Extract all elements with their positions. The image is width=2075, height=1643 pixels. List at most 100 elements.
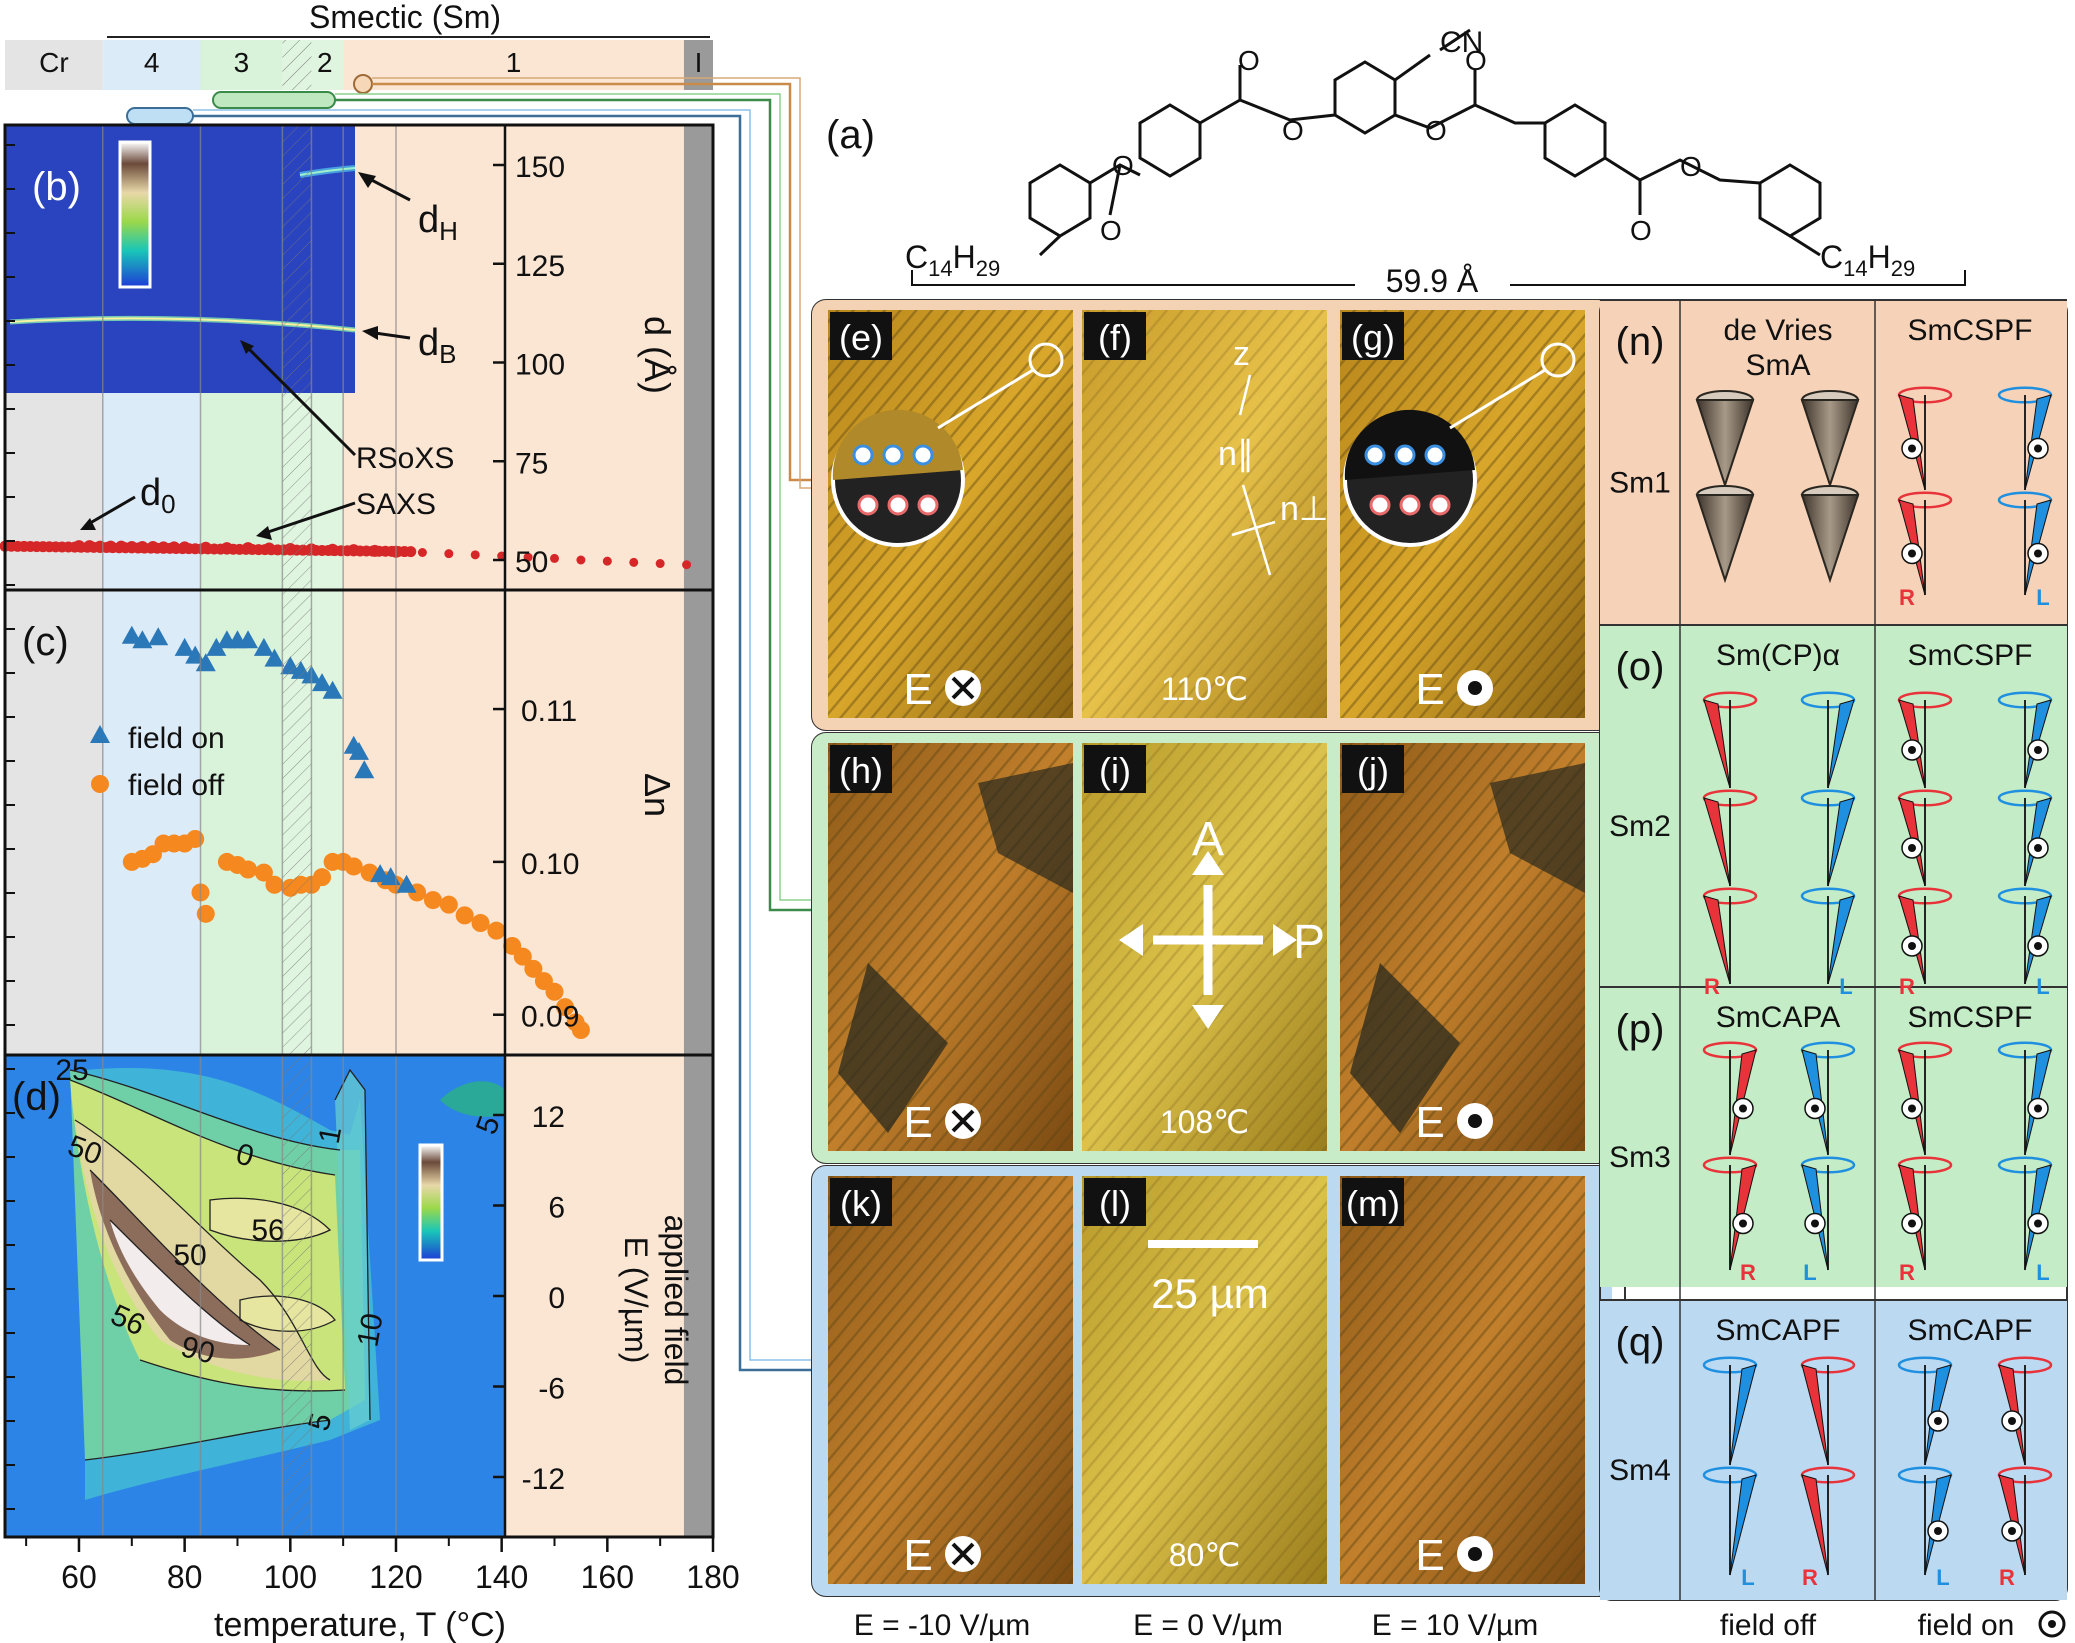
sm4s-blue-dipole-dot bbox=[1934, 1417, 1942, 1425]
micrograph-panels: (e) E (f) 110℃ (g) E (h) E (i) 108℃ (j) E (k) E (l) 80℃… bbox=[811, 299, 1626, 1597]
sm3s-red-dipole-dot bbox=[1908, 1219, 1916, 1228]
x-tick-label: 80 bbox=[167, 1559, 203, 1595]
model-left-title: SmA bbox=[1745, 349, 1810, 382]
molecule-length: 59.9 Å bbox=[1386, 263, 1479, 299]
field-symbol: E bbox=[903, 1531, 932, 1580]
model-row-bg bbox=[1600, 987, 2067, 1287]
bg-iso bbox=[683, 125, 713, 590]
polarizer-arrowhead bbox=[1192, 851, 1224, 875]
field-off-point bbox=[455, 906, 474, 925]
field-off-point bbox=[239, 860, 258, 879]
phase-bar-iso bbox=[683, 40, 713, 90]
dark-domain bbox=[838, 963, 948, 1133]
micro-label-bg bbox=[1084, 312, 1146, 360]
bg-p3 bbox=[200, 590, 283, 1055]
micro-label: (e) bbox=[839, 317, 883, 358]
molecule-dipole bbox=[1424, 444, 1446, 466]
micro-label-bg bbox=[1342, 745, 1404, 793]
contour-label: 10 bbox=[351, 1311, 389, 1350]
saxs-point bbox=[523, 552, 533, 562]
phase-bar-cr bbox=[5, 40, 103, 90]
panel-c-legend: (c) field on field off bbox=[22, 620, 225, 802]
zoom-line bbox=[937, 368, 1034, 430]
sm2s-red-dipole-dot bbox=[1908, 844, 1916, 852]
micro-label: (k) bbox=[840, 1183, 882, 1224]
handedness-label: L bbox=[1839, 974, 1852, 999]
micro-label: (f) bbox=[1098, 317, 1132, 358]
phase-label-p4: 4 bbox=[144, 47, 160, 78]
micro-label-bg bbox=[1342, 312, 1404, 360]
model-left-title: de Vries bbox=[1724, 314, 1833, 347]
field-off-point bbox=[556, 998, 575, 1017]
model-phase-label: Sm3 bbox=[1609, 1141, 1671, 1174]
sm1-blue-dipole-dot bbox=[2034, 444, 2042, 453]
bg-iso bbox=[683, 1055, 713, 1537]
field-off-point bbox=[313, 868, 332, 887]
sm2-blue-molecule bbox=[1827, 797, 1855, 887]
model-right-title: SmCSPF bbox=[1907, 1001, 2032, 1034]
panel-b-annotations: (b) dH dB RSoXS SAXS d0 bbox=[32, 165, 458, 540]
phase-label-iso: I bbox=[695, 47, 703, 78]
field-on-point bbox=[312, 673, 333, 692]
zoom-line bbox=[1449, 368, 1546, 430]
molecule-structure: (a) O O O O O O O O CN C14H29 C14H29 59.… bbox=[826, 26, 1966, 299]
svg-text:C14H29: C14H29 bbox=[905, 239, 1000, 281]
sm2s-red-dipole-dot bbox=[1908, 942, 1916, 950]
x-tick-label: 140 bbox=[475, 1559, 528, 1595]
contour-label: 25 bbox=[55, 1054, 88, 1087]
rsoxs-annotation: RSoXS bbox=[356, 442, 454, 475]
micro-label: (h) bbox=[839, 750, 883, 791]
sm1-red-dipole-dot bbox=[1908, 549, 1916, 558]
d-ytick-label: -6 bbox=[538, 1373, 565, 1406]
micro-label-bg bbox=[1084, 745, 1146, 793]
sm4s-blue-dipole-dot bbox=[1934, 1527, 1942, 1535]
b-ylabel: d (Å) bbox=[637, 316, 678, 394]
panel-b-label: (b) bbox=[32, 165, 81, 209]
svg-text:O: O bbox=[1680, 151, 1702, 182]
bottom-label-zero: E = 0 V/µm bbox=[1133, 1609, 1283, 1642]
model-left-title: SmCAPA bbox=[1716, 1001, 1840, 1034]
field-on-point bbox=[354, 760, 375, 779]
cross-icon bbox=[951, 1542, 975, 1566]
field-on-point bbox=[264, 648, 285, 667]
contour-label: 56 bbox=[251, 1214, 284, 1247]
micro-label-bg bbox=[830, 1178, 892, 1226]
sm2s-blue-dipole-dot bbox=[2034, 942, 2042, 950]
sm4s-red-dipole-dot bbox=[2008, 1417, 2016, 1425]
x-tick-label: 160 bbox=[581, 1559, 634, 1595]
sm2s-red-dipole-dot bbox=[1908, 746, 1916, 754]
field-off-point bbox=[439, 895, 458, 914]
svg-text:O: O bbox=[1100, 215, 1122, 246]
model-right-title: SmCSPF bbox=[1907, 314, 2032, 347]
molecule-dipole bbox=[917, 494, 939, 516]
polarizer-cross-icon bbox=[1153, 885, 1263, 995]
chart-frame bbox=[3, 123, 715, 1539]
svg-text:O: O bbox=[1630, 215, 1652, 246]
svg-text:O: O bbox=[1112, 150, 1134, 181]
bottom-label-pos: E = 10 V/µm bbox=[1372, 1609, 1539, 1642]
b-ytick-label: 50 bbox=[515, 546, 548, 579]
handedness-label: L bbox=[1741, 1565, 1754, 1590]
sm2s-blue-dipole-dot bbox=[2034, 844, 2042, 852]
sm1-red-dipole-dot bbox=[1908, 444, 1916, 453]
dot-icon bbox=[1468, 1547, 1482, 1561]
micro-label: (i) bbox=[1099, 750, 1131, 791]
sm3-red-dipole-dot bbox=[1739, 1219, 1747, 1228]
molecule-dipole bbox=[887, 494, 909, 516]
sm3s-red-dipole-dot bbox=[1908, 1104, 1916, 1113]
field-symbol: E bbox=[903, 665, 932, 714]
d-ytick-label: 0 bbox=[548, 1282, 565, 1315]
field-off-point bbox=[265, 875, 284, 894]
c-ytick-label: 0.09 bbox=[521, 1001, 579, 1034]
micro-label-bg bbox=[1084, 1178, 1146, 1226]
x-tick-label: 180 bbox=[686, 1559, 739, 1595]
field-off-point bbox=[545, 982, 564, 1001]
d-ytick-label: 12 bbox=[532, 1101, 565, 1134]
micrograph-texture bbox=[1340, 1176, 1585, 1584]
micrograph-texture bbox=[1082, 1176, 1327, 1584]
micro-label: (j) bbox=[1357, 750, 1389, 791]
c-ytick-label: 0.10 bbox=[521, 848, 579, 881]
sm4-red-molecule bbox=[1801, 1474, 1829, 1576]
field-off-point bbox=[186, 829, 205, 848]
